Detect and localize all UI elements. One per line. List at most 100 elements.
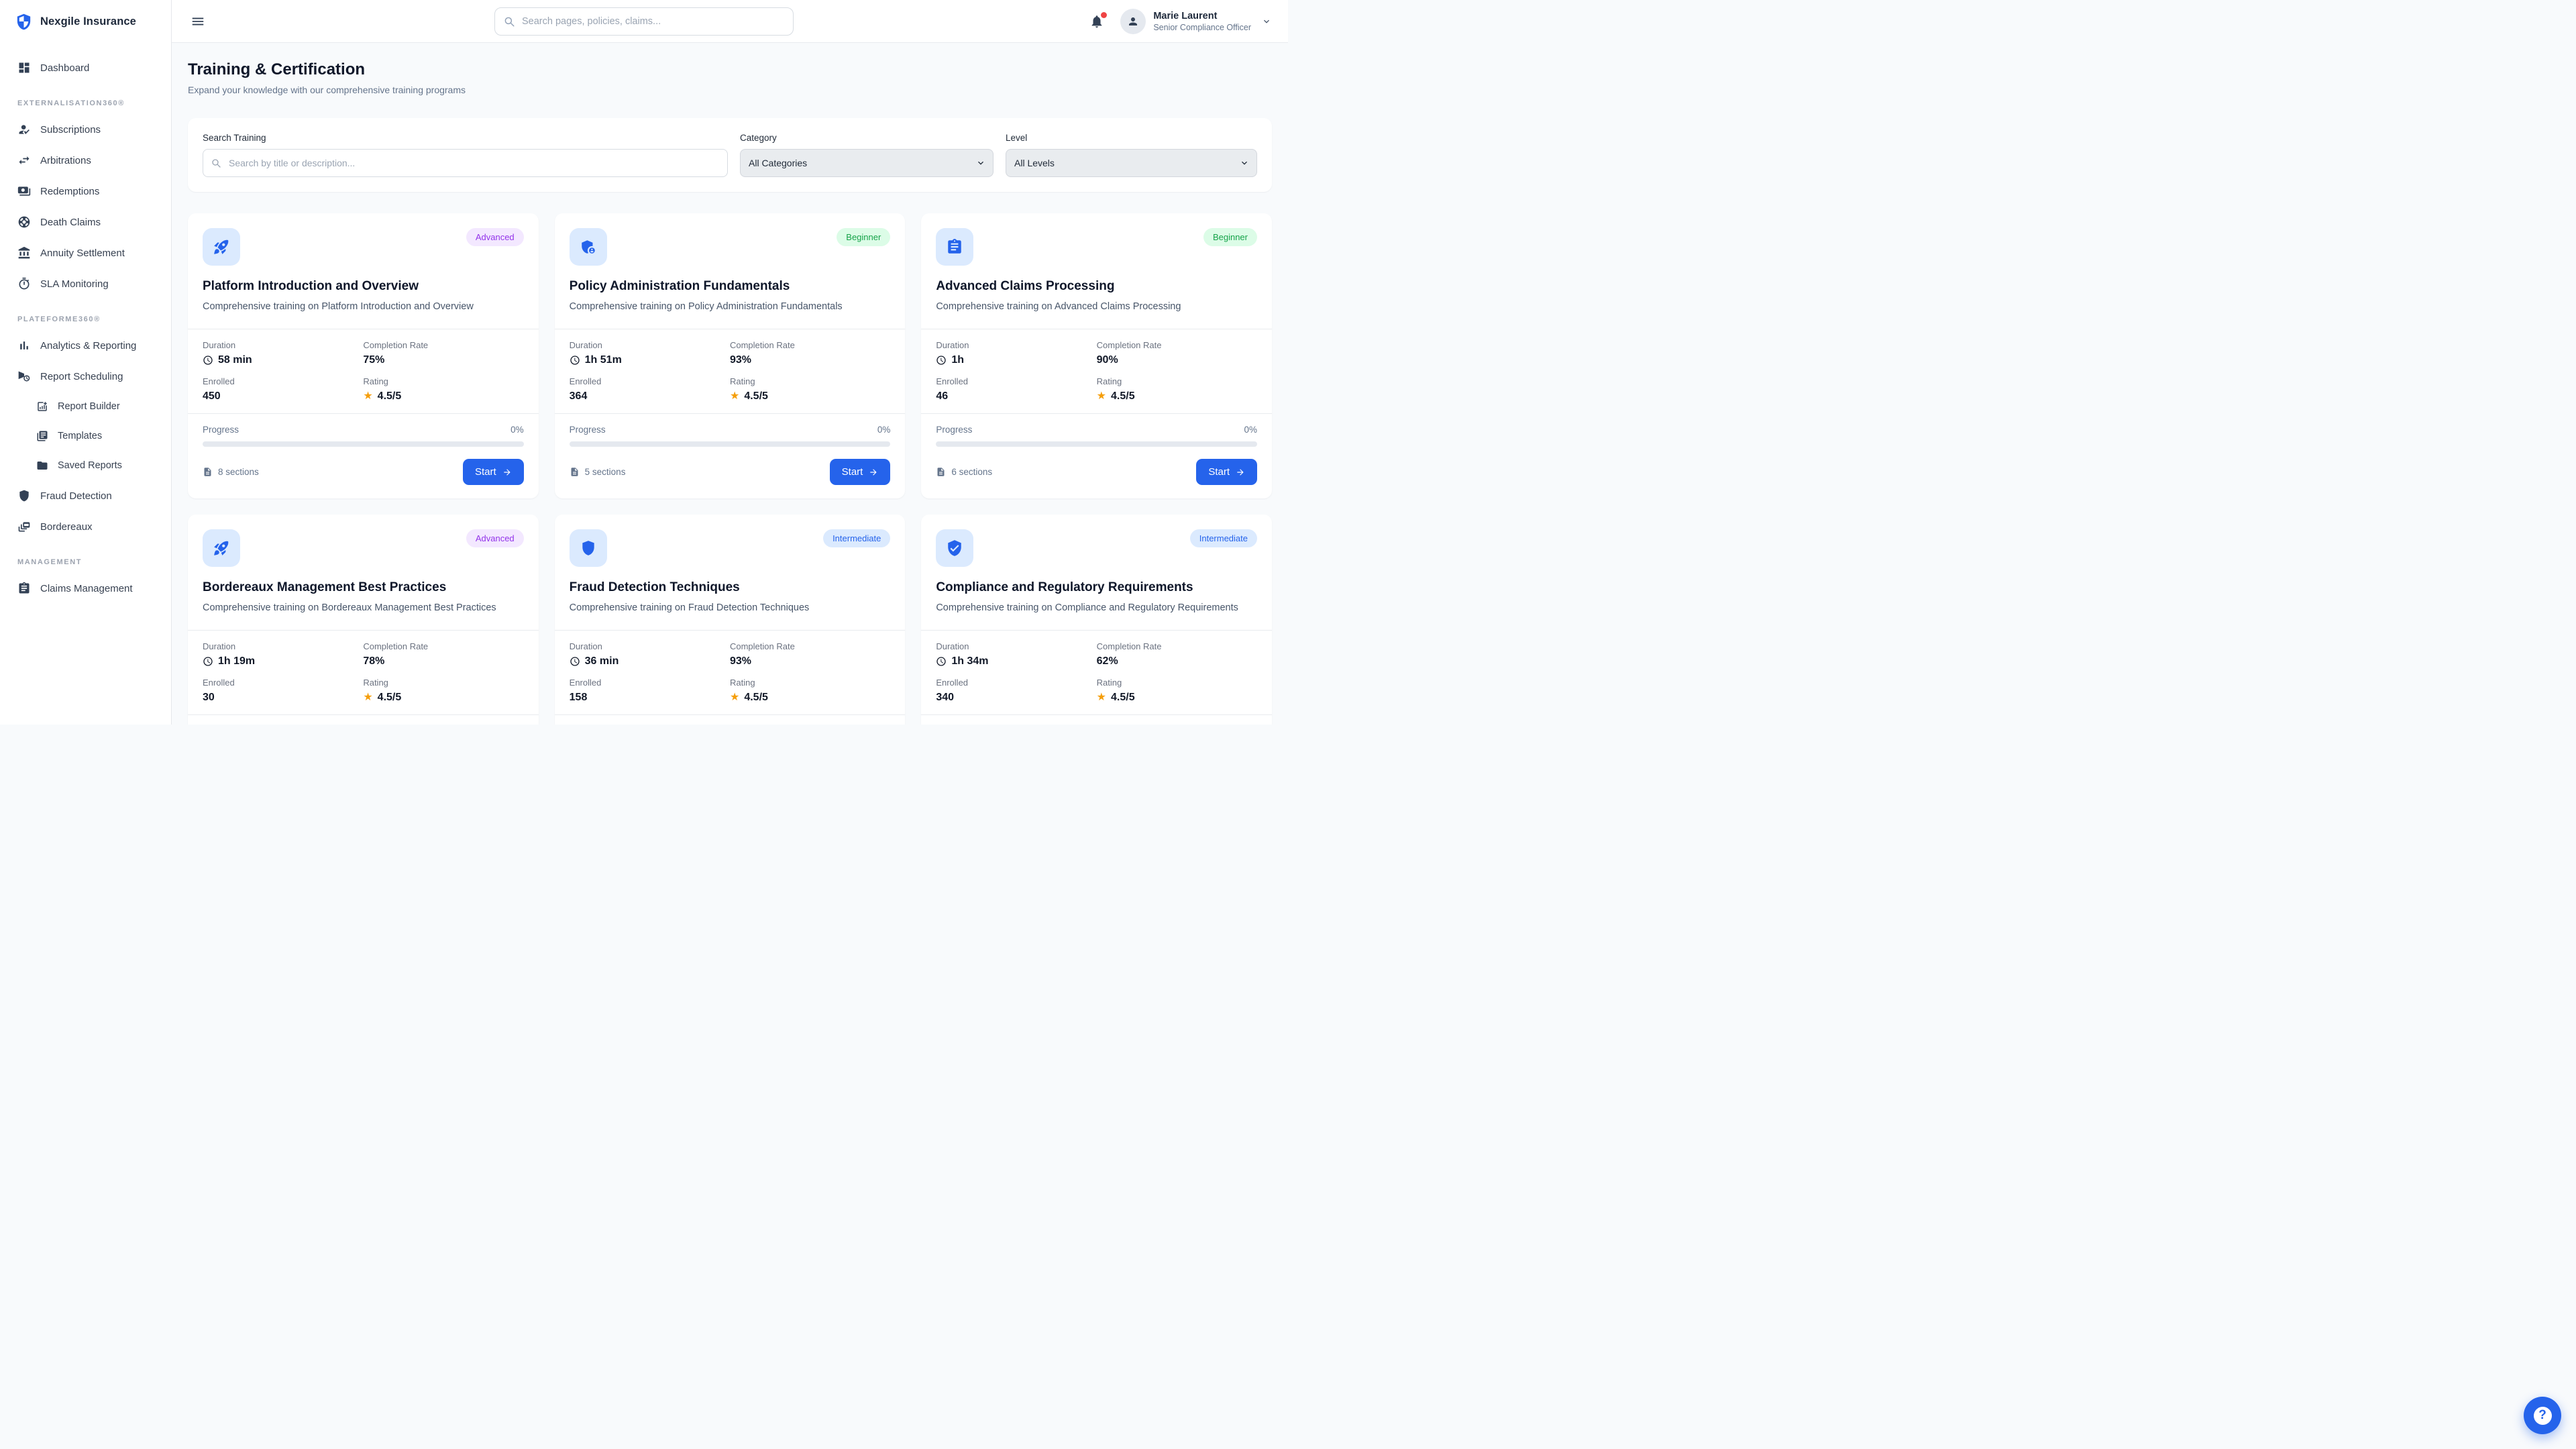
stat-rating: Rating ★ 4.5/5 <box>729 376 768 402</box>
stat-duration: Duration 1h 34m <box>936 641 989 667</box>
completion-value: 93% <box>729 655 752 667</box>
progress-percent: 0% <box>1244 425 1257 435</box>
course-card: Advanced Platform Introduction and Overv… <box>188 213 539 499</box>
sidebar-item-templates[interactable]: Templates <box>7 421 164 451</box>
course-card: Intermediate Fraud Detection Techniques … <box>554 515 906 724</box>
shield-logo-icon <box>15 13 33 31</box>
stat-enrolled: Enrolled 364 <box>569 376 602 402</box>
progress-percent: 0% <box>877 425 891 435</box>
sidebar-item-arbitrations[interactable]: Arbitrations <box>7 145 164 176</box>
sidebar-item-redemptions[interactable]: Redemptions <box>7 176 164 207</box>
sidebar-item-report-scheduling[interactable]: Report Scheduling <box>7 361 164 392</box>
level-badge: Advanced <box>466 529 524 548</box>
course-card-bottom: Progress Start <box>188 714 539 724</box>
sidebar-item-sla-monitoring[interactable]: SLA Monitoring <box>7 268 164 299</box>
course-card-top: Intermediate Compliance and Regulatory R… <box>921 515 1272 630</box>
category-select[interactable]: All Categories <box>740 149 994 177</box>
course-icon-tile <box>569 228 607 266</box>
course-icon <box>580 539 597 557</box>
course-card-top: Intermediate Fraud Detection Techniques … <box>555 515 906 630</box>
training-search-input[interactable] <box>203 149 728 177</box>
page-content: Training & Certification Expand your kno… <box>172 43 1288 724</box>
stat-duration: Duration 58 min <box>203 340 252 366</box>
timer-icon <box>17 277 31 290</box>
user-menu[interactable]: Marie Laurent Senior Compliance Officer <box>1120 8 1272 34</box>
course-stats: Duration 58 min Completion Rate 75% Enro… <box>188 329 539 413</box>
topbar-right: Marie Laurent Senior Compliance Officer <box>1087 8 1272 34</box>
notification-dot <box>1101 11 1108 18</box>
level-select[interactable]: All Levels <box>1006 149 1257 177</box>
level-badge: Beginner <box>837 228 891 246</box>
search-training-label: Search Training <box>203 133 266 143</box>
clock-icon <box>203 355 213 366</box>
duration-value: 1h 51m <box>584 354 622 366</box>
course-stats: Duration 1h 34m Completion Rate 62% Enro… <box>921 630 1272 714</box>
rating-value: 4.5/5 <box>744 692 768 704</box>
enrolled-value: 364 <box>569 390 588 402</box>
sidebar-item-subscriptions[interactable]: Subscriptions <box>7 114 164 145</box>
course-stats: Duration 1h 19m Completion Rate 78% Enro… <box>188 630 539 714</box>
sidebar-item-annuity-settlement[interactable]: Annuity Settlement <box>7 237 164 268</box>
arrow-right-icon <box>869 468 878 477</box>
hamburger-icon <box>191 14 205 29</box>
sidebar-item-dashboard[interactable]: Dashboard <box>7 52 164 83</box>
stat-completion-rate: Completion Rate 90% <box>1096 340 1162 366</box>
brand: Nexgile Insurance <box>0 0 171 43</box>
filter-bar: Search Training Category All Categories <box>188 118 1272 192</box>
sidebar-item-bordereaux[interactable]: Bordereaux <box>7 511 164 542</box>
star-icon: ★ <box>729 390 740 402</box>
enrolled-value: 46 <box>936 390 949 402</box>
completion-value: 78% <box>363 655 385 667</box>
rating-value: 4.5/5 <box>744 390 768 402</box>
sections-count: 5 sections <box>584 467 626 478</box>
level-field: Level All Levels <box>1006 133 1257 177</box>
search-training-field: Search Training <box>203 133 728 177</box>
progress-percent: 0% <box>511 425 524 435</box>
sidebar-section-plateforme360: PLATEFORME360® <box>17 315 101 323</box>
sidebar-item-claims-management[interactable]: Claims Management <box>7 573 164 604</box>
sidebar-item-report-builder[interactable]: Report Builder <box>7 392 164 421</box>
shield-icon <box>17 489 31 502</box>
sidebar-section-externalisation360: EXTERNALISATION360® <box>17 99 125 107</box>
stat-completion-rate: Completion Rate 62% <box>1096 641 1162 667</box>
sidebar-item-analytics-reporting[interactable]: Analytics & Reporting <box>7 330 164 361</box>
topbar: Marie Laurent Senior Compliance Officer <box>172 0 1288 43</box>
course-card-bottom: Progress Start <box>921 714 1272 724</box>
course-icon <box>946 539 963 557</box>
sidebar-section-management: MANAGEMENT <box>17 558 83 566</box>
stat-enrolled: Enrolled 46 <box>936 376 969 402</box>
duration-value: 1h 19m <box>218 655 256 667</box>
clock-icon <box>570 355 580 366</box>
search-icon <box>503 15 515 28</box>
level-badge: Advanced <box>466 228 524 246</box>
sidebar-item-fraud-detection[interactable]: Fraud Detection <box>7 480 164 511</box>
course-card-top: Advanced Bordereaux Management Best Prac… <box>188 515 539 630</box>
stat-completion-rate: Completion Rate 93% <box>729 641 795 667</box>
help-button[interactable]: ? <box>2524 1397 2561 1434</box>
start-button[interactable]: Start <box>462 459 524 486</box>
rating-value: 4.5/5 <box>1111 692 1135 704</box>
sidebar-item-saved-reports[interactable]: Saved Reports <box>7 451 164 480</box>
sidebar-item-label: Subscriptions <box>40 123 101 136</box>
sidebar-item-death-claims[interactable]: Death Claims <box>7 207 164 237</box>
star-icon: ★ <box>363 692 373 704</box>
course-card: Advanced Bordereaux Management Best Prac… <box>188 515 539 724</box>
start-button[interactable]: Start <box>829 459 891 486</box>
enrolled-value: 158 <box>569 692 588 704</box>
clock-icon <box>936 355 947 366</box>
avatar <box>1120 8 1146 34</box>
course-description: Comprehensive training on Advanced Claim… <box>936 301 1181 312</box>
notifications-button[interactable] <box>1087 11 1108 32</box>
sidebar-item-label: Analytics & Reporting <box>40 339 137 352</box>
sidebar: Nexgile Insurance Dashboard EXTERNALISAT… <box>0 0 172 724</box>
lifebuoy-icon <box>17 215 31 229</box>
duration-value: 36 min <box>584 655 619 667</box>
course-title: Compliance and Regulatory Requirements <box>936 580 1193 595</box>
start-button[interactable]: Start <box>1196 459 1257 486</box>
sidebar-item-label: Bordereaux <box>40 521 93 533</box>
add-chart-icon <box>36 400 48 413</box>
menu-button[interactable] <box>188 11 208 32</box>
global-search-input[interactable] <box>494 7 794 36</box>
course-icon <box>946 238 963 256</box>
completion-value: 62% <box>1096 655 1118 667</box>
